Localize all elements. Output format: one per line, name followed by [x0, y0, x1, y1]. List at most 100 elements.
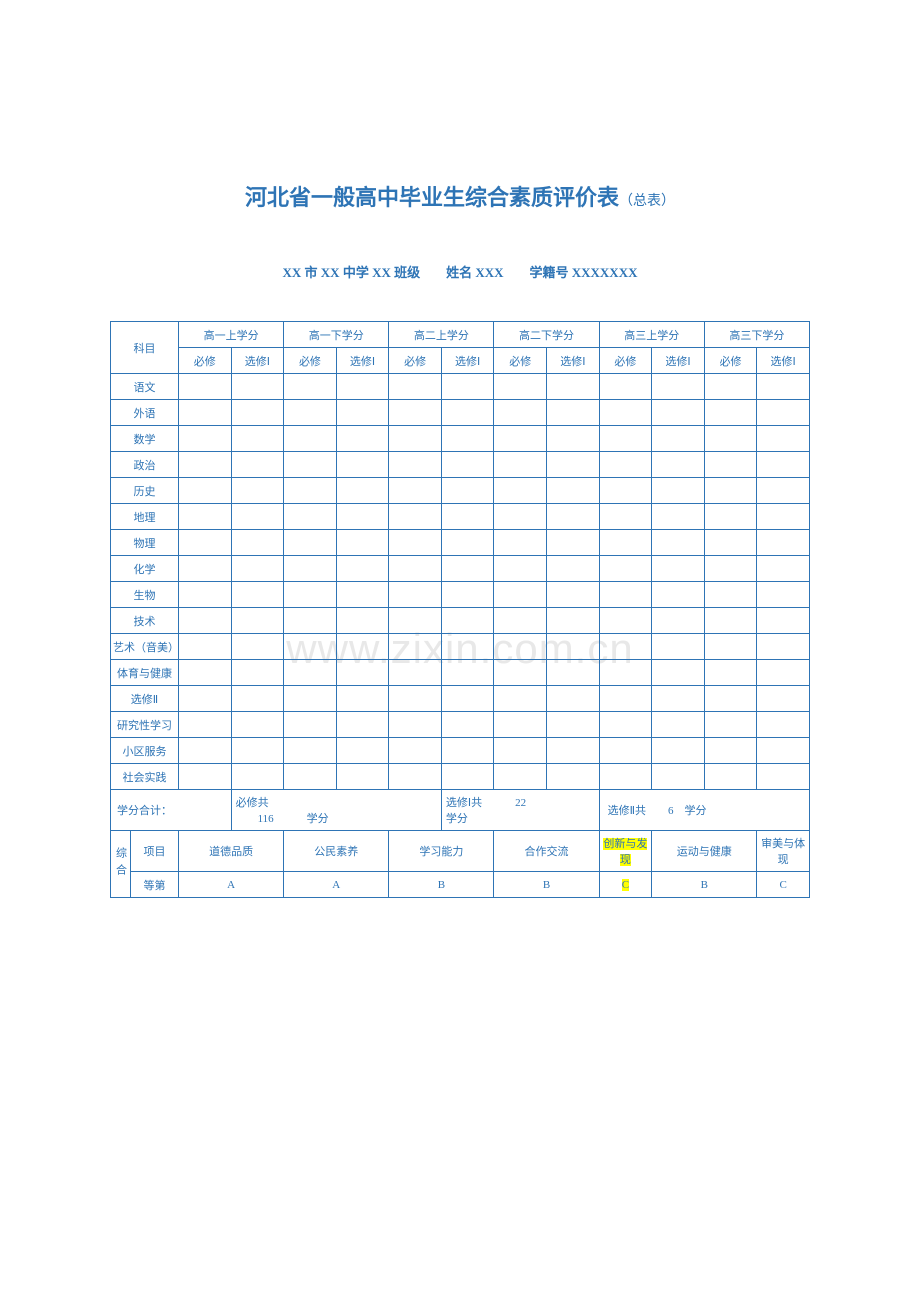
credit-cell [441, 400, 494, 426]
credit-cell [231, 738, 284, 764]
credit-cell [494, 686, 547, 712]
credit-cell [494, 608, 547, 634]
credit-cell [757, 582, 810, 608]
credit-cell [284, 634, 337, 660]
credit-cell [284, 608, 337, 634]
credit-cell [441, 504, 494, 530]
credit-cell [757, 504, 810, 530]
eval-item: 公民素养 [284, 831, 389, 872]
elec-4: 选修Ⅰ [547, 348, 600, 374]
credit-cell [231, 608, 284, 634]
credit-cell [284, 504, 337, 530]
subject-row: 社会实践 [111, 764, 810, 790]
credit-cell [704, 582, 757, 608]
eval-grade: B [652, 872, 757, 898]
subject-name: 社会实践 [111, 764, 179, 790]
subject-row: 体育与健康 [111, 660, 810, 686]
credit-cell [704, 634, 757, 660]
credit-cell [757, 452, 810, 478]
subject-row: 化学 [111, 556, 810, 582]
credit-cell [757, 660, 810, 686]
eval-item: 运动与健康 [652, 831, 757, 872]
credit-cell [547, 608, 600, 634]
req-2: 必修 [284, 348, 337, 374]
credit-cell [652, 374, 705, 400]
eval-grade: C [757, 872, 810, 898]
credit-cell [179, 738, 232, 764]
credit-cell [336, 660, 389, 686]
eval-item: 合作交流 [494, 831, 599, 872]
sem-3: 高二上学分 [389, 322, 494, 348]
credit-cell [179, 660, 232, 686]
credit-label: 学分合计： [111, 790, 232, 831]
credit-cell [494, 712, 547, 738]
header-row-types: 必修 选修Ⅰ 必修 选修Ⅰ 必修 选修Ⅰ 必修 选修Ⅰ 必修 选修Ⅰ 必修 选修… [111, 348, 810, 374]
credit-cell [389, 660, 442, 686]
page-title: 河北省一般高中毕业生综合素质评价表（总表） [0, 180, 920, 212]
credit-cell [494, 374, 547, 400]
elec-3: 选修Ⅰ [441, 348, 494, 374]
credit-cell [599, 582, 652, 608]
subject-name: 外语 [111, 400, 179, 426]
credit-cell [389, 738, 442, 764]
credit-cell [599, 452, 652, 478]
credit-cell [179, 608, 232, 634]
sem-1: 高一上学分 [179, 322, 284, 348]
credit-cell [336, 634, 389, 660]
credit-cell [336, 452, 389, 478]
subject-row: 艺术（音美） [111, 634, 810, 660]
credit-cell [231, 452, 284, 478]
credit-cell [652, 582, 705, 608]
sem-4: 高二下学分 [494, 322, 599, 348]
credit-cell [757, 530, 810, 556]
credit-cell [704, 764, 757, 790]
subject-name: 语文 [111, 374, 179, 400]
credit-cell [757, 712, 810, 738]
credit-cell [757, 738, 810, 764]
credit-cell [179, 478, 232, 504]
req-6: 必修 [704, 348, 757, 374]
credit-cell [757, 608, 810, 634]
credit-cell [652, 634, 705, 660]
eval-group: 综合 [111, 831, 131, 898]
credit-cell [284, 738, 337, 764]
elec-2: 选修Ⅰ [336, 348, 389, 374]
eval-grade: A [179, 872, 284, 898]
credit-cell [599, 400, 652, 426]
credit-cell [336, 712, 389, 738]
credit-cell [284, 556, 337, 582]
credit-cell [652, 504, 705, 530]
credit-cell [599, 478, 652, 504]
eval-grade: A [284, 872, 389, 898]
credit-cell [652, 530, 705, 556]
credit-cell [284, 764, 337, 790]
credit-cell [336, 686, 389, 712]
credit-cell [757, 686, 810, 712]
credit-cell [547, 452, 600, 478]
credit-cell [389, 712, 442, 738]
credit-cell [547, 582, 600, 608]
credit-cell [284, 712, 337, 738]
credit-cell [652, 608, 705, 634]
credit-cell [652, 738, 705, 764]
credit-cell [231, 530, 284, 556]
credit-cell [441, 452, 494, 478]
sem-5: 高三上学分 [599, 322, 704, 348]
credit-cell [757, 374, 810, 400]
credit-cell [494, 764, 547, 790]
elec-5: 选修Ⅰ [652, 348, 705, 374]
eval-item: 道德品质 [179, 831, 284, 872]
subject-name: 技术 [111, 608, 179, 634]
credit-cell [599, 634, 652, 660]
credit-cell [231, 686, 284, 712]
credit-cell [231, 400, 284, 426]
credit-cell [441, 608, 494, 634]
subject-name: 化学 [111, 556, 179, 582]
subject-name: 小区服务 [111, 738, 179, 764]
credit-cell [441, 478, 494, 504]
credit-cell [179, 556, 232, 582]
subject-row: 数学 [111, 426, 810, 452]
elec-6: 选修Ⅰ [757, 348, 810, 374]
credit-cell [652, 686, 705, 712]
credit-cell [389, 686, 442, 712]
